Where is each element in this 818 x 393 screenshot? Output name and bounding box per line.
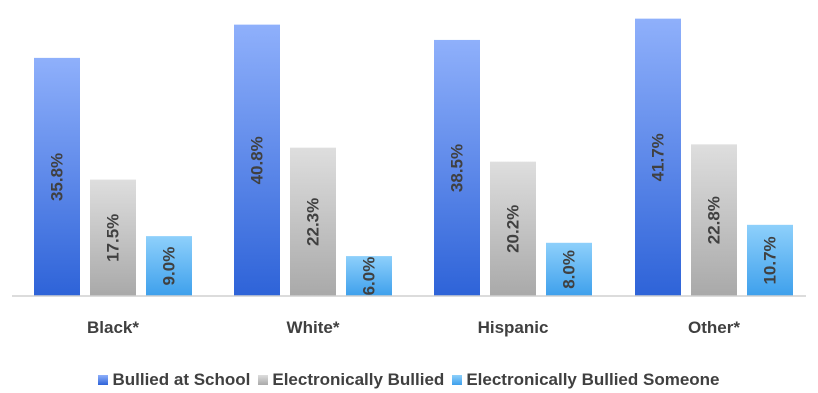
bar-electronically-bullied-someone-black <box>146 236 192 296</box>
bar-bullied-at-school-hispanic <box>434 39 480 296</box>
data-label-electronically-bullied-other: 22.8% <box>705 196 724 244</box>
legend-label: Bullied at School <box>112 370 251 389</box>
bar-bullied-at-school-white <box>234 24 280 296</box>
data-label-electronically-bullied-white: 22.3% <box>304 198 323 246</box>
bar-electronically-bullied-someone-other <box>747 224 793 296</box>
data-label-bullied-at-school-black: 35.8% <box>48 153 67 201</box>
category-labels: Black* White* Hispanic Other* <box>87 318 740 337</box>
bar-bullied-at-school-black <box>34 57 80 297</box>
legend-item-electronically-bullied-someone: Electronically Bullied Someone <box>452 370 720 390</box>
legend-label: Electronically Bullied <box>272 370 445 389</box>
bar-electronically-bullied-hispanic <box>490 161 536 296</box>
legend: Bullied at School Electronically Bullied E… <box>0 368 818 392</box>
bars-group: 35.8% 17.5% 9.0% 40.8% 22.3% 6.0% 38.5% 20.2% 8.… <box>34 18 793 297</box>
legend-label: Electronically Bullied Someone <box>466 370 720 389</box>
bar-bullied-at-school-other <box>635 18 681 296</box>
bar-electronically-bullied-someone-hispanic <box>546 242 592 296</box>
data-label-electronically-bullied-black: 17.5% <box>104 214 123 262</box>
legend-item-electronically-bullied: Electronically Bullied <box>258 370 444 390</box>
data-label-electronically-bullied-someone-other: 10.7% <box>761 236 780 284</box>
bar-electronically-bullied-white <box>290 147 336 296</box>
category-label-other: Other* <box>688 318 740 337</box>
data-label-bullied-at-school-other: 41.7% <box>649 133 668 181</box>
legend-swatch <box>452 375 463 385</box>
data-label-electronically-bullied-hispanic: 20.2% <box>504 205 523 253</box>
legend-swatch <box>258 375 269 385</box>
bar-electronically-bullied-someone-white <box>346 256 392 296</box>
category-label-black: Black* <box>87 318 139 337</box>
data-label-electronically-bullied-someone-white: 6.0% <box>360 257 379 296</box>
legend-swatch <box>98 375 109 385</box>
data-label-electronically-bullied-someone-black: 9.0% <box>160 247 179 286</box>
data-label-bullied-at-school-white: 40.8% <box>248 136 267 184</box>
data-label-electronically-bullied-someone-hispanic: 8.0% <box>560 250 579 289</box>
bar-electronically-bullied-other <box>691 144 737 296</box>
category-label-hispanic: Hispanic <box>478 318 549 337</box>
category-label-white: White* <box>287 318 340 337</box>
bar-electronically-bullied-black <box>90 179 136 296</box>
legend-item-bullied-at-school: Bullied at School <box>98 370 250 390</box>
data-label-bullied-at-school-hispanic: 38.5% <box>448 144 467 192</box>
